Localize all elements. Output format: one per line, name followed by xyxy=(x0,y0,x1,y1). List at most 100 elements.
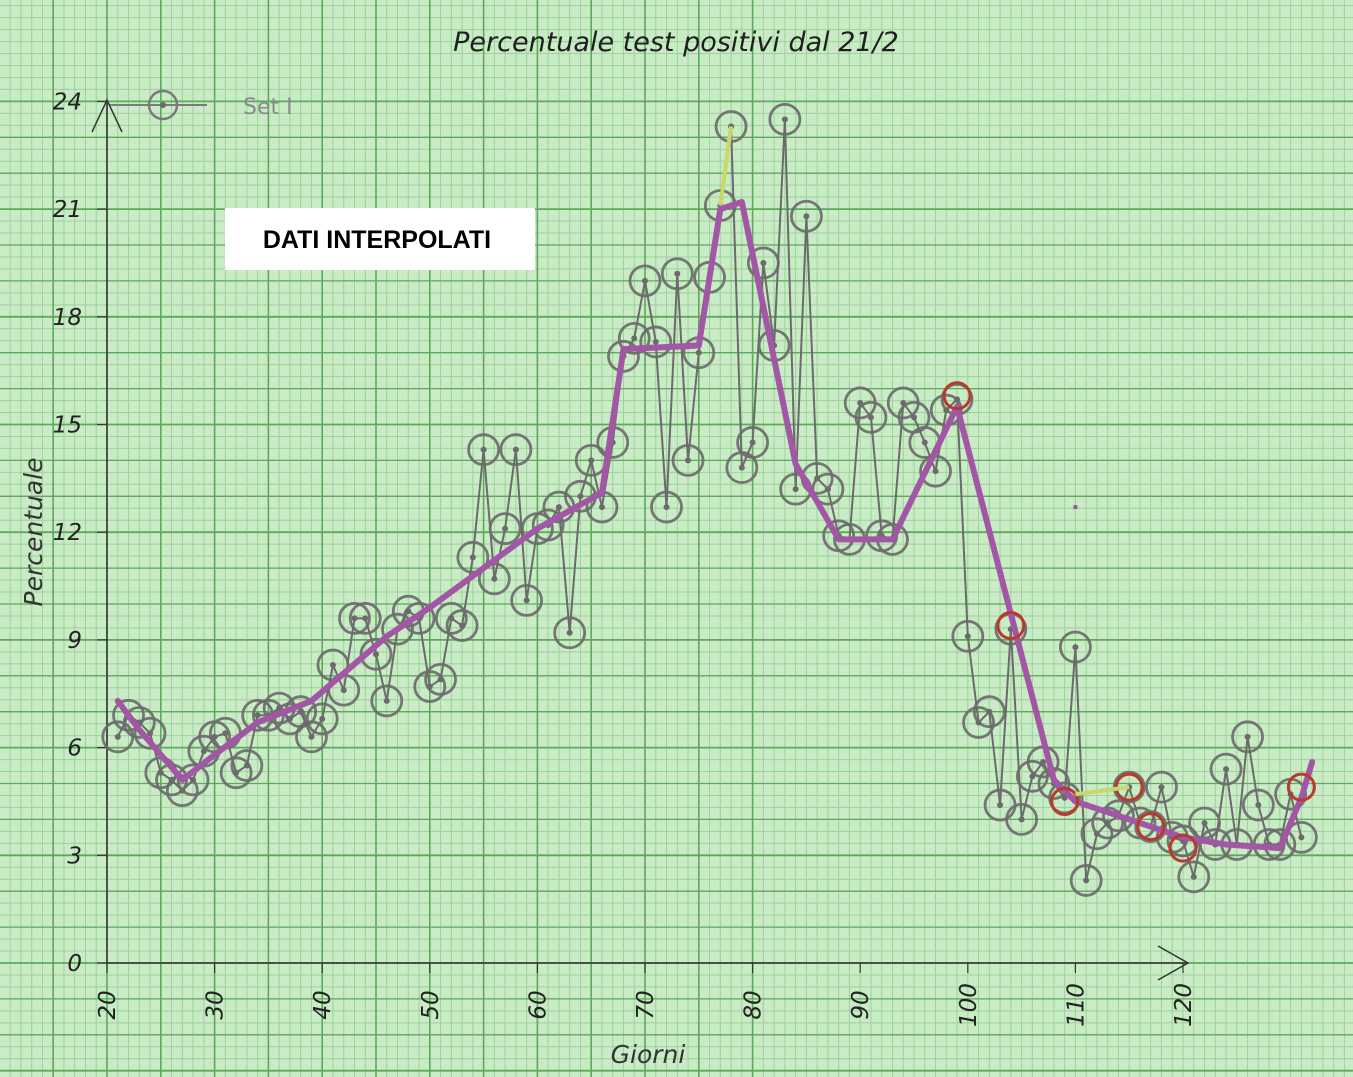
interpolated-line-group xyxy=(114,198,1316,852)
x-axis-arrow xyxy=(1157,945,1190,981)
data-point-marker xyxy=(1048,781,1082,815)
data-point-dot xyxy=(147,730,154,737)
data-point-marker xyxy=(445,609,479,642)
x-tick-label: 120 xyxy=(1171,983,1197,1027)
data-point-marker xyxy=(607,339,640,373)
data-point-marker xyxy=(531,508,565,542)
interpolated-line xyxy=(114,198,1316,852)
data-point-marker xyxy=(122,706,156,739)
data-point-dot xyxy=(1040,758,1047,765)
data-point-marker xyxy=(488,512,522,546)
y-tick-label: 6 xyxy=(67,736,82,762)
data-point-dot xyxy=(459,622,466,629)
data-point-dot xyxy=(954,396,961,403)
data-point-marker xyxy=(510,584,544,617)
x-axis-label: Giorni xyxy=(611,1040,686,1069)
data-point-dot xyxy=(911,414,917,421)
data-point-marker xyxy=(1231,720,1264,754)
data-point-marker xyxy=(628,264,662,298)
data-point-dot xyxy=(663,504,670,511)
data-point-marker xyxy=(1134,810,1168,843)
chart-title: Percentuale test positivi dal 21/2 xyxy=(453,27,899,58)
x-tick-label: 40 xyxy=(310,990,336,1019)
data-point-dot xyxy=(824,486,831,493)
data-point-marker xyxy=(273,702,307,736)
data-point-dot xyxy=(1298,834,1305,841)
x-tick-label: 90 xyxy=(848,990,874,1019)
data-point-marker xyxy=(176,763,210,797)
y-tick-label: 15 xyxy=(53,413,82,439)
data-point-dot xyxy=(631,335,638,342)
data-point-dot xyxy=(523,597,530,604)
data-point-dot xyxy=(491,575,498,582)
data-point-marker xyxy=(1069,864,1103,897)
x-tick-label: 100 xyxy=(956,983,982,1027)
data-point-marker xyxy=(1091,806,1125,840)
highlighted-marker xyxy=(1286,772,1316,802)
data-point-marker xyxy=(1241,788,1275,822)
data-point-marker xyxy=(370,684,404,718)
x-tick-label: 20 xyxy=(95,990,121,1019)
axes xyxy=(91,98,1190,981)
data-point-dot xyxy=(512,446,519,453)
data-point-dot xyxy=(319,715,326,722)
data-point-dot xyxy=(566,629,573,636)
data-point-dot xyxy=(1158,784,1165,791)
data-point-marker xyxy=(1080,817,1114,851)
y-tick-label: 12 xyxy=(53,520,82,546)
data-point-dot xyxy=(803,213,810,220)
annotation-background xyxy=(225,208,535,270)
stray-mark xyxy=(1073,505,1078,510)
data-point-marker xyxy=(413,670,447,703)
data-point-dot xyxy=(781,116,788,123)
data-point-marker xyxy=(133,716,167,750)
highlighted-marker xyxy=(942,381,972,411)
data-point-marker xyxy=(660,257,694,291)
data-point-dot xyxy=(308,733,315,740)
data-point-marker xyxy=(1145,770,1178,804)
y-tick-label: 0 xyxy=(67,951,82,977)
data-point-marker xyxy=(790,199,823,233)
data-point-dot xyxy=(190,776,197,783)
connector-segment xyxy=(1075,785,1130,797)
data-point-marker xyxy=(1059,630,1092,664)
data-point-dot xyxy=(555,504,562,511)
data-point-dot xyxy=(1083,877,1090,884)
data-point-dot xyxy=(211,733,218,740)
data-point-dot xyxy=(986,708,993,715)
data-point-dot xyxy=(792,486,799,493)
data-point-dot xyxy=(351,615,358,622)
data-point-marker xyxy=(434,601,468,635)
highlighted-markers xyxy=(942,381,1316,863)
data-point-dot xyxy=(932,468,939,475)
data-point-dot xyxy=(738,464,745,471)
data-point-marker xyxy=(1177,860,1211,894)
x-tick-label: 50 xyxy=(418,990,444,1019)
data-point-marker xyxy=(736,426,769,459)
data-point-marker xyxy=(714,110,748,143)
data-point-marker xyxy=(746,246,780,280)
data-point-dot xyxy=(760,259,767,266)
data-point-marker xyxy=(295,720,328,754)
data-point-dot xyxy=(383,697,390,704)
data-point-dot xyxy=(480,446,487,453)
data-point-dot xyxy=(921,439,928,446)
data-point-dot xyxy=(469,554,476,561)
data-point-marker xyxy=(962,706,995,739)
data-point-marker xyxy=(951,619,985,653)
highlighted-marker xyxy=(1050,786,1080,816)
data-point-dot xyxy=(588,457,595,464)
data-point-dot xyxy=(373,651,379,658)
stray-marks xyxy=(1073,505,1078,510)
legend-label: Set I xyxy=(243,95,293,120)
data-point-dot xyxy=(502,525,509,532)
data-point-dot xyxy=(1255,802,1262,809)
data-point-dot xyxy=(362,615,369,622)
data-point-marker xyxy=(1005,803,1038,836)
x-tick-label: 80 xyxy=(741,990,767,1019)
data-point-dot xyxy=(642,277,648,284)
highlighted-marker xyxy=(1136,812,1166,842)
data-point-dot xyxy=(243,762,250,769)
data-point-marker xyxy=(338,601,371,635)
y-tick-labels: 0 3 6 9 12 15 18 21 24 xyxy=(53,89,107,977)
